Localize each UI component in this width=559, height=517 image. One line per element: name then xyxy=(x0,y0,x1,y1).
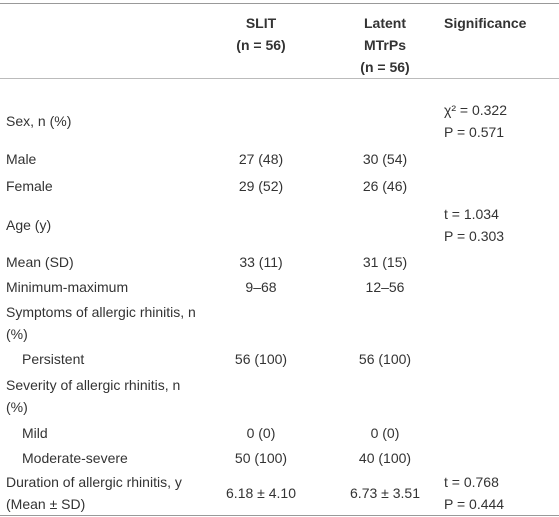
header-row: SLIT (n = 56) Latent MTrPs (n = 56) Signifi… xyxy=(0,3,559,79)
significance-line: P = 0.303 xyxy=(444,227,505,244)
table-row: Symptoms of allergic rhinitis, n (%) xyxy=(0,300,559,346)
table-row: Persistent 56 (100) 56 (100) xyxy=(0,346,559,372)
significance-cell: t = 1.034 P = 0.303 xyxy=(444,200,559,250)
value-cell xyxy=(196,372,320,420)
significance-cell xyxy=(444,420,559,446)
value-cell xyxy=(320,372,444,420)
table-row: Moderate-severe 50 (100) 40 (100) xyxy=(0,446,559,471)
table-header: SLIT (n = 56) Latent MTrPs (n = 56) Signifi… xyxy=(0,3,559,79)
value-cell: 26 (46) xyxy=(362,177,408,194)
header-cell: Latent MTrPs (n = 56) xyxy=(320,4,444,79)
value-cell: 6.18 ± 4.10 xyxy=(226,484,296,501)
row-label: Minimum-maximum xyxy=(6,278,129,295)
table-row: Mild 0 (0) 0 (0) xyxy=(0,420,559,446)
table-body: Sex, n (%) χ² = 0.322 P = 0.571 Male 27 (48)… xyxy=(0,79,559,516)
table-row: Mean (SD) 33 (11) 31 (15) xyxy=(0,250,559,274)
significance-line: P = 0.571 xyxy=(444,124,505,141)
value-cell: 0 (0) xyxy=(370,424,400,441)
row-label: Mean (SD) xyxy=(6,253,74,270)
significance-line: t = 0.768 xyxy=(444,473,499,490)
header-cell: SLIT (n = 56) xyxy=(196,4,320,79)
value-cell: 27 (48) xyxy=(238,150,284,167)
table-row: Age (y) t = 1.034 P = 0.303 xyxy=(0,200,559,250)
value-cell xyxy=(320,300,444,346)
value-cell: 0 (0) xyxy=(246,424,276,441)
header-cell: Significance xyxy=(444,4,559,79)
header-line: Latent xyxy=(364,15,406,31)
table-row: Sex, n (%) χ² = 0.322 P = 0.571 xyxy=(0,79,559,146)
table-row: Minimum-maximum 9–68 12–56 xyxy=(0,274,559,300)
value-cell xyxy=(320,200,444,250)
significance-line: P = 0.444 xyxy=(444,495,505,512)
value-cell: 12–56 xyxy=(365,278,405,295)
significance-cell xyxy=(444,274,559,300)
value-cell: 50 (100) xyxy=(234,450,288,466)
value-cell: 30 (54) xyxy=(362,150,408,167)
row-label: Age (y) xyxy=(6,216,52,233)
header-line: SLIT xyxy=(245,15,277,31)
significance-cell: χ² = 0.322 P = 0.571 xyxy=(444,79,559,146)
row-label: Symptoms of allergic rhinitis, n (%) xyxy=(6,303,196,342)
value-cell: 56 (100) xyxy=(358,350,412,367)
header-line: MTrPs xyxy=(363,37,406,53)
value-cell xyxy=(196,79,320,146)
value-cell: 29 (52) xyxy=(238,177,284,194)
significance-cell: t = 0.768 P = 0.444 xyxy=(444,471,559,516)
significance-cell xyxy=(444,250,559,274)
significance-cell xyxy=(444,300,559,346)
row-label: Female xyxy=(6,177,53,194)
value-cell: 9–68 xyxy=(245,278,277,295)
row-label: Mild xyxy=(22,424,48,441)
row-label: Severity of allergic rhinitis, n (%) xyxy=(6,376,181,415)
header-line: Significance xyxy=(444,15,527,31)
table-row: Severity of allergic rhinitis, n (%) xyxy=(0,372,559,420)
value-cell: 56 (100) xyxy=(234,350,288,367)
header-line: (n = 56) xyxy=(360,59,410,75)
significance-cell xyxy=(444,346,559,372)
significance-line: χ² = 0.322 xyxy=(444,102,507,119)
significance-line: t = 1.034 xyxy=(444,205,499,222)
value-cell xyxy=(196,300,320,346)
row-label: Male xyxy=(6,150,37,167)
value-cell: 6.73 ± 3.51 xyxy=(350,484,420,501)
value-cell: 40 (100) xyxy=(358,450,412,466)
value-cell xyxy=(196,200,320,250)
table-row: Male 27 (48) 30 (54) xyxy=(0,146,559,172)
value-cell xyxy=(320,79,444,146)
row-label: Duration of allergic rhinitis, y (Mean ±… xyxy=(6,473,182,512)
row-label: Moderate-severe xyxy=(22,450,128,466)
table-row: Female 29 (52) 26 (46) xyxy=(0,172,559,200)
value-cell: 31 (15) xyxy=(362,253,408,270)
significance-cell xyxy=(444,146,559,172)
data-table: SLIT (n = 56) Latent MTrPs (n = 56) Signifi… xyxy=(0,3,559,516)
table-row: Duration of allergic rhinitis, y (Mean ±… xyxy=(0,471,559,516)
significance-cell xyxy=(444,372,559,420)
header-line: (n = 56) xyxy=(236,37,286,53)
significance-cell xyxy=(444,172,559,200)
row-label: Persistent xyxy=(22,350,85,367)
significance-cell xyxy=(444,446,559,471)
row-label: Sex, n (%) xyxy=(6,113,72,130)
page: SLIT (n = 56) Latent MTrPs (n = 56) Signifi… xyxy=(0,3,559,517)
value-cell: 33 (11) xyxy=(239,253,283,270)
header-cell xyxy=(0,4,196,79)
